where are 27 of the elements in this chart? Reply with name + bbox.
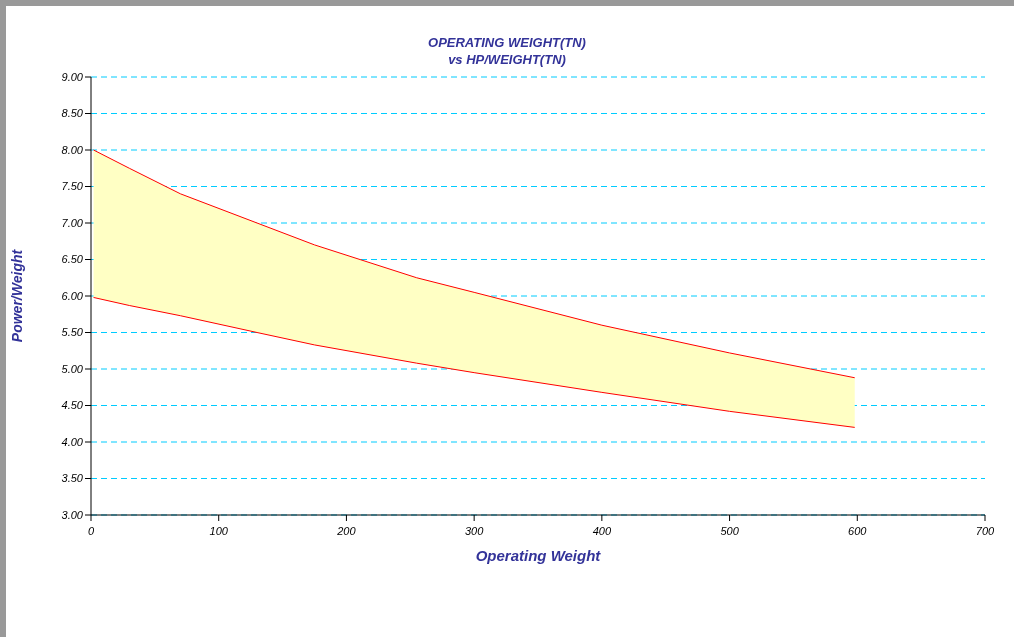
x-tick-label: 500 [720,525,740,537]
y-tick-label: 9.00 [61,70,84,83]
line-series [93,296,856,428]
x-tick-label: 600 [848,525,868,537]
y-tick-label: 4.50 [61,399,84,412]
line-series [93,149,856,379]
chart-title: OPERATING WEIGHT(TN) [427,34,587,51]
y-tick-label: 5.50 [61,326,84,339]
x-tick-label: 100 [209,525,229,537]
y-tick-label: 7.00 [61,216,84,229]
x-tick-label: 700 [975,525,996,537]
y-axis-title: Power/Weight [8,248,25,343]
x-tick-label: 400 [592,525,612,537]
y-tick-label: 8.50 [61,107,84,120]
y-tick-label: 3.50 [61,472,84,485]
y-tick-label: 7.50 [61,180,84,193]
y-tick-label: 4.00 [61,435,84,448]
x-axis-title: Operating Weight [475,547,602,564]
y-tick-label: 6.00 [61,289,84,302]
y-tick-label: 3.00 [61,508,84,521]
y-tick-label: 8.00 [61,143,84,156]
x-tick-label: 300 [464,525,485,537]
chart-subtitle: vs HP/WEIGHT(TN) [447,51,567,68]
x-tick-label: 200 [336,525,357,537]
x-tick-label: 0 [87,525,95,537]
y-tick-label: 5.00 [61,362,84,375]
y-tick-label: 6.50 [61,253,84,266]
